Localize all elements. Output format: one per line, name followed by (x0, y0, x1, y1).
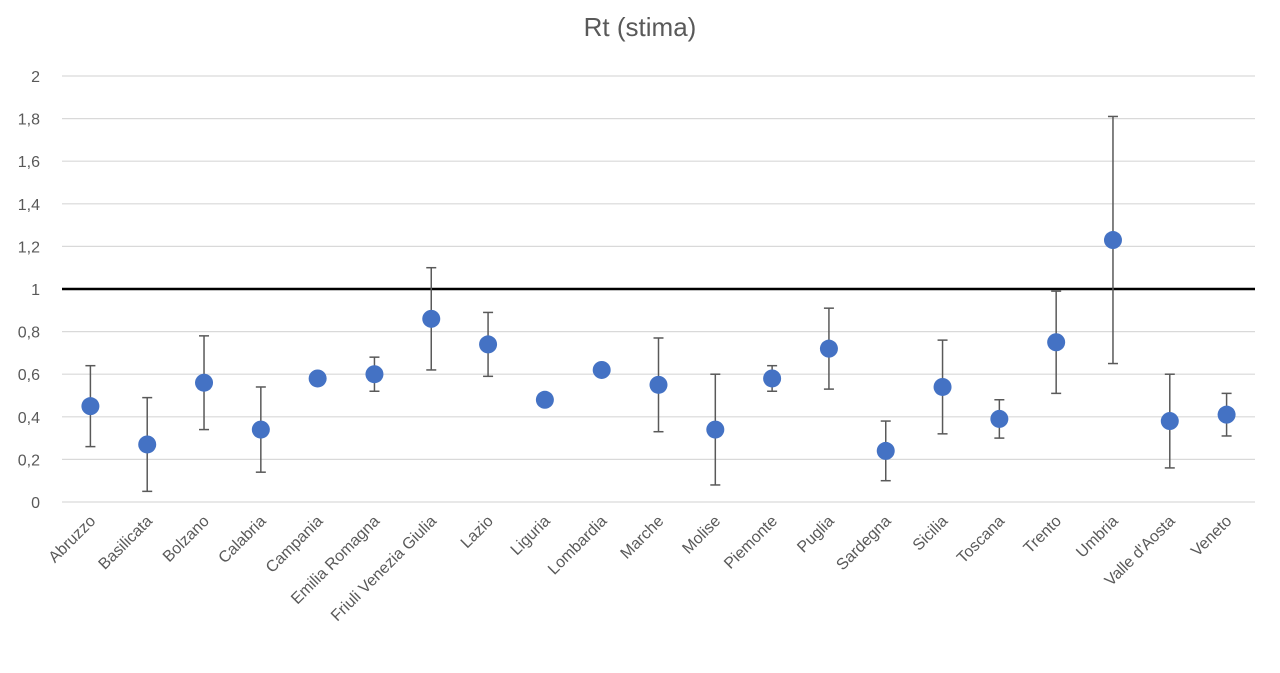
data-point (308, 369, 327, 388)
data-point (592, 360, 611, 379)
data-point (81, 397, 100, 416)
x-tick-label: Calabria (216, 513, 270, 567)
y-tick-label: 0,2 (18, 452, 40, 469)
y-tick-label: 1 (31, 282, 40, 299)
x-tick-label: Piemonte (721, 513, 781, 573)
data-point (195, 373, 214, 392)
data-point (251, 420, 270, 439)
y-tick-label: 0,8 (18, 325, 40, 342)
data-point (990, 409, 1009, 428)
data-point (1103, 231, 1122, 250)
x-tick-label: Puglia (794, 513, 838, 557)
data-point (479, 335, 498, 354)
x-tick-label: Liguria (508, 513, 554, 559)
data-point (876, 441, 895, 460)
data-point (365, 365, 384, 384)
y-tick-label: 0,4 (18, 410, 40, 427)
data-point (819, 339, 838, 358)
data-point (422, 309, 441, 328)
data-point (1047, 333, 1066, 352)
x-tick-label: Sicilia (910, 513, 952, 555)
y-tick-label: 0,6 (18, 367, 40, 384)
y-tick-label: 0 (31, 495, 40, 512)
data-point (138, 435, 157, 454)
y-tick-label: 1,4 (18, 197, 40, 214)
x-tick-label: Toscana (954, 513, 1008, 567)
data-point (535, 390, 554, 409)
x-tick-label: Veneto (1188, 513, 1235, 560)
x-tick-label: Friuli Venezia Giulia (328, 513, 440, 625)
x-tick-label: Sardegna (833, 513, 894, 574)
x-tick-label: Umbria (1073, 513, 1122, 562)
x-tick-label: Abruzzo (46, 513, 100, 567)
x-tick-label: Lazio (458, 513, 497, 552)
chart-title: Rt (stima) (583, 12, 697, 42)
x-tick-label: Molise (679, 513, 724, 558)
data-point (933, 377, 952, 396)
x-tick-label: Marche (618, 513, 668, 563)
data-point (649, 375, 668, 394)
data-point (763, 369, 782, 388)
data-point (1217, 405, 1236, 424)
data-point (1160, 412, 1179, 431)
y-tick-label: 1,8 (18, 112, 40, 129)
y-tick-label: 1,6 (18, 154, 40, 171)
x-tick-label: Bolzano (160, 513, 213, 566)
y-tick-label: 2 (31, 69, 40, 86)
x-tick-label: Lombardia (545, 513, 611, 579)
data-point (706, 420, 725, 439)
x-tick-label: Trento (1021, 513, 1065, 557)
y-tick-label: 1,2 (18, 239, 40, 256)
x-tick-label: Basilicata (96, 513, 157, 574)
